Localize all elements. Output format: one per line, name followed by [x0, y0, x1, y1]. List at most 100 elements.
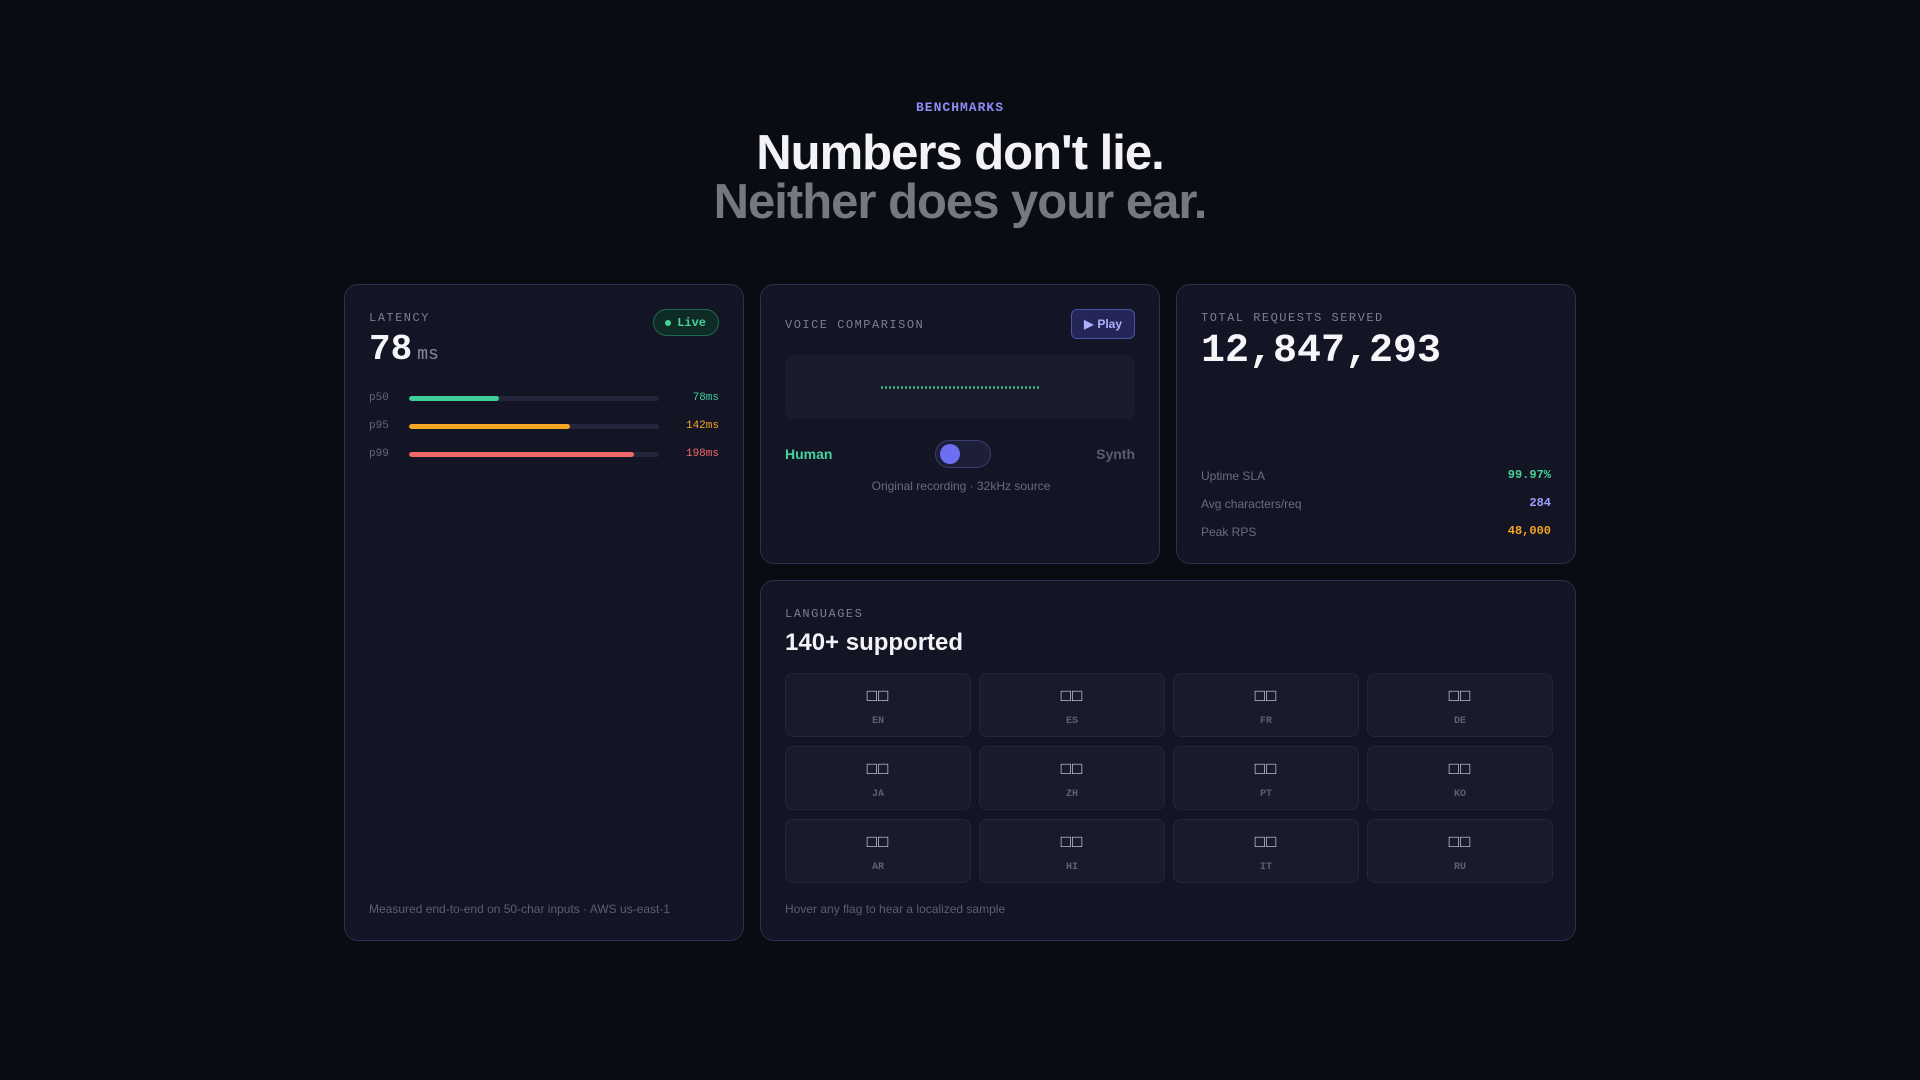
language-tile-it[interactable]: □□ IT [1173, 819, 1359, 883]
language-tile-pt[interactable]: □□ PT [1173, 746, 1359, 810]
stat-value: 99.97% [1507, 468, 1551, 482]
waveform-dot [1009, 386, 1011, 389]
page-subheadline: Neither does your ear. [713, 175, 1208, 229]
percentile-label: p95 [369, 420, 389, 432]
language-code: EN [871, 716, 884, 727]
percentile-value: 142ms [685, 420, 719, 432]
languages-title: 140+ supported [785, 629, 964, 656]
requests-card: TOTAL REQUESTS SERVED 12,847,293 Uptime … [1176, 284, 1576, 564]
stat-row-avg-chars: Avg characters/req 284 [1201, 495, 1551, 511]
latency-footnote: Measured end-to-end on 50-char inputs · … [369, 902, 671, 916]
waveform-dot [921, 386, 923, 389]
flag-icon: □□ [1254, 832, 1278, 851]
flag-icon: □□ [1254, 759, 1278, 778]
stat-label: Avg characters/req [1201, 497, 1302, 511]
waveform-dot [953, 386, 955, 389]
voice-comparison-card: VOICE COMPARISON ▶ Play Human Synth Orig… [760, 284, 1160, 564]
language-tile-ko[interactable]: □□ KO [1367, 746, 1553, 810]
waveform-panel [785, 355, 1135, 419]
language-tile-ar[interactable]: □□ AR [785, 819, 971, 883]
waveform-dot [981, 386, 983, 389]
waveform-dot [929, 386, 931, 389]
waveform-dot [1033, 386, 1035, 389]
page-headline: Numbers don't lie. [756, 126, 1164, 180]
languages-label: LANGUAGES [785, 607, 864, 621]
percentile-fill [409, 395, 499, 401]
play-button[interactable]: ▶ Play [1071, 309, 1135, 339]
waveform-dot [969, 386, 971, 389]
stat-value: 284 [1529, 496, 1551, 510]
language-grid: □□ EN □□ ES □□ FR □□ DE □□ JA □□ ZH □□ PT □□ KO □□ AR □□ HI… [785, 673, 1553, 883]
voice-comparison-label: VOICE COMPARISON [785, 318, 925, 332]
flag-icon: □□ [1448, 832, 1472, 851]
languages-card: LANGUAGES 140+ supported □□ EN □□ ES □□ FR □□ D… [760, 580, 1576, 941]
language-tile-en[interactable]: □□ EN [785, 673, 971, 737]
language-tile-ja[interactable]: □□ JA [785, 746, 971, 810]
requests-label: TOTAL REQUESTS SERVED [1201, 311, 1384, 325]
percentile-value: 198ms [685, 448, 719, 460]
waveform [881, 386, 1041, 389]
latency-label: LATENCY [369, 311, 430, 325]
waveform-dot [1001, 386, 1003, 389]
latency-unit: ms [417, 345, 439, 365]
percentile-track [409, 451, 659, 457]
waveform-dot [897, 386, 899, 389]
waveform-dot [1005, 386, 1007, 389]
waveform-dot [957, 386, 959, 389]
flag-icon: □□ [866, 832, 890, 851]
stat-row-peak-rps: Peak RPS 48,000 [1201, 523, 1551, 539]
waveform-dot [941, 386, 943, 389]
waveform-dot [989, 386, 991, 389]
language-tile-de[interactable]: □□ DE [1367, 673, 1553, 737]
toggle-knob [940, 444, 960, 464]
voice-caption: Original recording · 32kHz source [871, 479, 1051, 493]
percentile-value: 78ms [692, 392, 719, 404]
languages-footnote: Hover any flag to hear a localized sampl… [785, 902, 1006, 916]
waveform-dot [985, 386, 987, 389]
stat-label: Uptime SLA [1201, 469, 1266, 483]
stat-label: Peak RPS [1201, 525, 1257, 539]
percentile-row-p95: p95 142ms [369, 418, 719, 434]
language-code: ZH [1065, 789, 1078, 800]
flag-icon: □□ [1060, 759, 1084, 778]
stat-value: 48,000 [1507, 524, 1551, 538]
waveform-dot [1029, 386, 1031, 389]
waveform-dot [893, 386, 895, 389]
language-code: AR [871, 862, 884, 873]
waveform-dot [901, 386, 903, 389]
waveform-dot [961, 386, 963, 389]
waveform-dot [925, 386, 927, 389]
waveform-dot [1025, 386, 1027, 389]
human-synth-toggle[interactable] [935, 440, 991, 468]
language-tile-fr[interactable]: □□ FR [1173, 673, 1359, 737]
language-code: DE [1453, 716, 1466, 727]
live-badge-label: Live [677, 315, 706, 330]
human-label[interactable]: Human [785, 446, 833, 462]
waveform-dot [945, 386, 947, 389]
flag-icon: □□ [866, 686, 890, 705]
waveform-dot [917, 386, 919, 389]
stat-row-uptime: Uptime SLA 99.97% [1201, 467, 1551, 483]
percentile-label: p99 [369, 448, 389, 460]
waveform-dot [933, 386, 935, 389]
language-tile-ru[interactable]: □□ RU [1367, 819, 1553, 883]
language-code: FR [1259, 716, 1272, 727]
percentile-track [409, 423, 659, 429]
play-icon: ▶ [1084, 317, 1094, 331]
waveform-dot [1017, 386, 1019, 389]
waveform-dot [885, 386, 887, 389]
language-tile-es[interactable]: □□ ES [979, 673, 1165, 737]
language-tile-hi[interactable]: □□ HI [979, 819, 1165, 883]
waveform-dot [1037, 386, 1039, 389]
waveform-dot [949, 386, 951, 389]
synth-label[interactable]: Synth [1096, 446, 1135, 462]
language-code: JA [871, 789, 884, 800]
latency-card: LATENCY Live 78 ms p50 78ms p95 142ms p9… [344, 284, 744, 941]
hero-section: BENCHMARKS Numbers don't lie. Neither do… [0, 100, 1920, 227]
language-code: IT [1259, 862, 1272, 873]
latency-number: 78 [369, 329, 413, 370]
waveform-dot [973, 386, 975, 389]
percentile-fill [409, 423, 571, 429]
language-tile-zh[interactable]: □□ ZH [979, 746, 1165, 810]
waveform-dot [977, 386, 979, 389]
